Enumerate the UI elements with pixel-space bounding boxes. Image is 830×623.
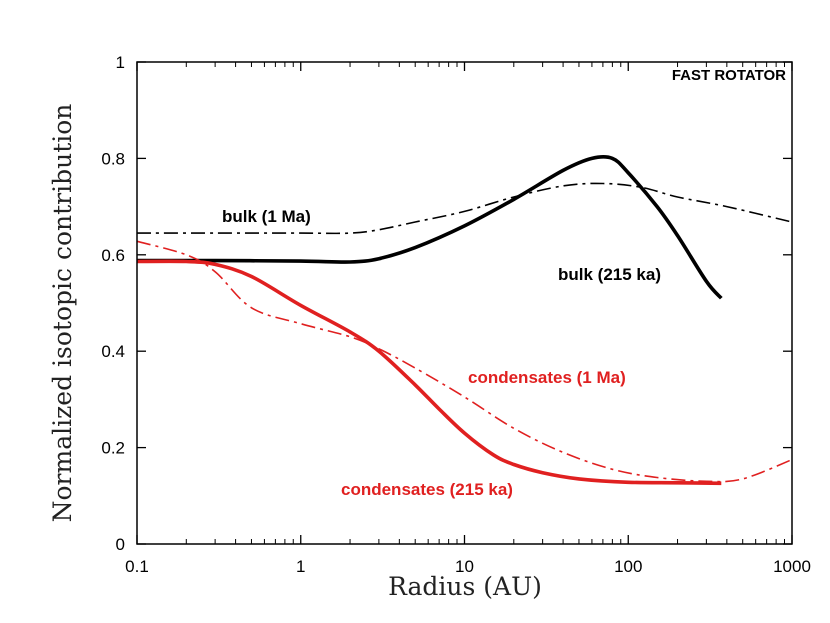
- x-tick-label: 100: [614, 557, 642, 576]
- panel-label: FAST ROTATOR: [672, 67, 786, 84]
- data-series-group: [136, 154, 793, 486]
- y-tick-label: 0: [116, 535, 125, 554]
- x-axis-title: Radius (AU): [388, 572, 542, 601]
- series-line-bulk-1-ma: [136, 182, 793, 235]
- annotation-bulk-1ma: bulk (1 Ma): [222, 207, 311, 226]
- x-tick-label: 1000: [773, 557, 811, 576]
- x-tick-label: 1: [296, 557, 305, 576]
- series-line-condensates-1-ma: [136, 240, 793, 483]
- annotation-condensates-215ka: condensates (215 ka): [341, 480, 513, 499]
- y-tick-label: 0.6: [101, 246, 125, 265]
- plot-frame: [136, 61, 793, 545]
- x-tick-label: 10: [455, 557, 474, 576]
- series-line-bulk-215-ka: [136, 154, 723, 300]
- axis-ticks: [136, 61, 793, 545]
- y-axis-title: Normalized isotopic contribution: [48, 104, 77, 523]
- x-tick-label: 0.1: [125, 557, 149, 576]
- annotation-bulk-215ka: bulk (215 ka): [558, 265, 661, 284]
- y-tick-label: 0.8: [101, 149, 125, 168]
- annotation-condensates-1ma: condensates (1 Ma): [468, 368, 626, 387]
- y-tick-label: 0.4: [101, 342, 125, 361]
- tick-labels: 0.1 1 10 100 1000 0 0.2 0.4 0.6 0.8 1: [101, 53, 811, 576]
- series-line-condensates-215-ka: [136, 259, 722, 486]
- y-tick-label: 0.2: [101, 439, 125, 458]
- y-tick-label: 1: [116, 53, 125, 72]
